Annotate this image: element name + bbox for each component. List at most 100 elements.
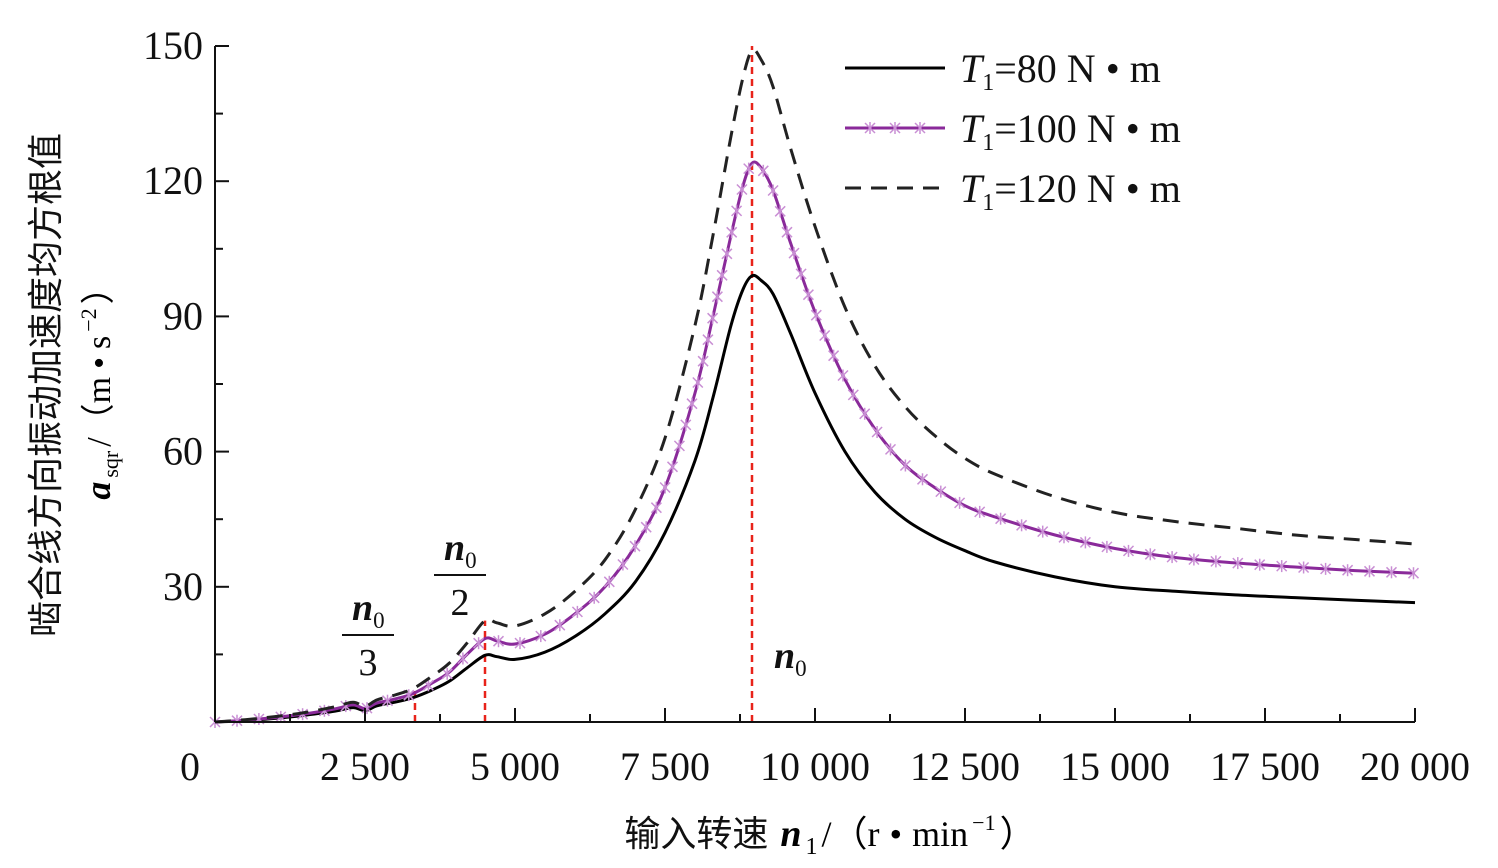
series-line-1 xyxy=(214,273,1416,724)
series-marker xyxy=(1016,519,1028,532)
series-marker xyxy=(916,473,929,486)
series-marker xyxy=(1363,565,1376,578)
series-marker xyxy=(1232,557,1244,570)
series-marker xyxy=(1101,540,1113,553)
series-marker xyxy=(726,226,738,239)
series-marker xyxy=(697,355,709,368)
series-marker xyxy=(1342,564,1354,577)
y-tick-label: 150 xyxy=(143,23,203,68)
series-marker xyxy=(774,205,786,218)
series-marker xyxy=(441,667,453,680)
series-marker xyxy=(702,333,714,346)
annotation-denominator: 2 xyxy=(451,582,470,624)
x-tick-label: 2 500 xyxy=(320,744,410,789)
series-marker xyxy=(974,505,986,518)
series-marker xyxy=(1166,551,1178,564)
series-marker xyxy=(617,558,629,571)
series-marker xyxy=(1058,531,1070,544)
series-marker xyxy=(954,496,966,509)
series-marker xyxy=(1298,561,1310,574)
series-marker xyxy=(231,714,243,727)
annotation-n0: n0 xyxy=(774,635,807,681)
series-marker xyxy=(1254,558,1266,571)
series-marker xyxy=(802,288,814,301)
series-marker xyxy=(847,388,859,401)
x-tick-label: 15 000 xyxy=(1060,744,1170,789)
legend-label-1: T1=80 N • m xyxy=(960,46,1161,96)
series-marker xyxy=(899,459,911,472)
series-marker xyxy=(1079,536,1091,549)
x-tick-label: 5 000 xyxy=(470,744,560,789)
legend-label-3: T1=120 N • m xyxy=(960,166,1181,216)
series-marker xyxy=(819,329,831,342)
series-marker xyxy=(686,397,698,410)
series-line-3 xyxy=(214,48,1416,724)
series-marker xyxy=(795,267,807,280)
annotation-numerator: n0 xyxy=(444,527,477,573)
series-marker xyxy=(629,540,641,553)
x-tick-label: 0 xyxy=(180,744,200,789)
annotation-numerator: n0 xyxy=(352,587,385,633)
series-marker xyxy=(837,369,849,382)
series-marker xyxy=(1210,555,1222,568)
series-marker xyxy=(554,619,566,632)
legend-marker xyxy=(914,122,926,134)
series-marker xyxy=(650,501,662,514)
series-marker xyxy=(680,418,692,431)
axes xyxy=(214,46,1415,723)
series-marker xyxy=(673,439,685,452)
series-marker xyxy=(757,164,769,177)
y-ticks: 30 60 90 120 150 xyxy=(143,23,229,656)
series-marker xyxy=(1407,567,1420,580)
annotations: n0 3 n0 2 n0 xyxy=(342,527,807,684)
x-tick-label: 12 500 xyxy=(910,744,1020,789)
x-axis-title: 输入转速 n 1 /（r • min −1 ） xyxy=(624,810,1035,860)
series-marker xyxy=(571,605,583,618)
series-marker xyxy=(692,376,704,389)
x-tick-label: 20 000 xyxy=(1360,744,1470,789)
series-marker xyxy=(736,183,748,196)
series-marker xyxy=(1320,562,1332,575)
series-marker xyxy=(788,247,800,260)
series-marker xyxy=(871,426,883,438)
series-line-2 xyxy=(214,160,1416,724)
series-marker xyxy=(666,460,679,473)
series-marker xyxy=(473,637,485,650)
y-axis-title: 啮合线方向振动加速度均方根值 xyxy=(26,133,67,637)
series-marker xyxy=(1276,560,1288,573)
series-marker xyxy=(995,512,1007,525)
legend-label-2: T1=100 N • m xyxy=(960,106,1181,156)
series-marker xyxy=(935,485,947,498)
series-marker xyxy=(1188,553,1200,566)
y-tick-label: 60 xyxy=(163,429,203,474)
legend-marker xyxy=(864,122,876,134)
series-marker xyxy=(659,481,671,494)
series-marker xyxy=(859,407,871,420)
series-marker xyxy=(640,521,652,534)
series-marker xyxy=(514,637,526,650)
series-marker xyxy=(588,591,600,604)
series-marker xyxy=(1385,566,1398,579)
series-marker xyxy=(767,184,779,197)
annotation-denominator: 3 xyxy=(359,642,378,684)
legend: T1=80 N • m T1=100 N • m T1=120 N • m xyxy=(845,46,1181,216)
series-marker xyxy=(828,349,840,362)
series-marker xyxy=(457,652,469,665)
series-marker xyxy=(716,269,728,282)
series-marker xyxy=(721,247,733,260)
series-marker xyxy=(603,575,615,588)
x-tick-label: 10 000 xyxy=(760,744,870,789)
x-ticks: 0 2 500 5 000 7 500 10 000 12 500 15 000 17 500… xyxy=(180,708,1470,789)
y-tick-label: 90 xyxy=(163,293,203,338)
series-marker xyxy=(707,312,719,325)
series-marker xyxy=(810,309,822,322)
y-tick-label: 120 xyxy=(143,158,203,203)
y-axis-unit: a sqr /（m • s −2 ） xyxy=(76,270,123,499)
series-marker xyxy=(535,630,547,643)
series-marker xyxy=(884,443,897,456)
series-marker xyxy=(1144,548,1156,561)
x-tick-label: 7 500 xyxy=(620,744,710,789)
series-group xyxy=(209,48,1420,728)
series-marker xyxy=(743,162,755,175)
